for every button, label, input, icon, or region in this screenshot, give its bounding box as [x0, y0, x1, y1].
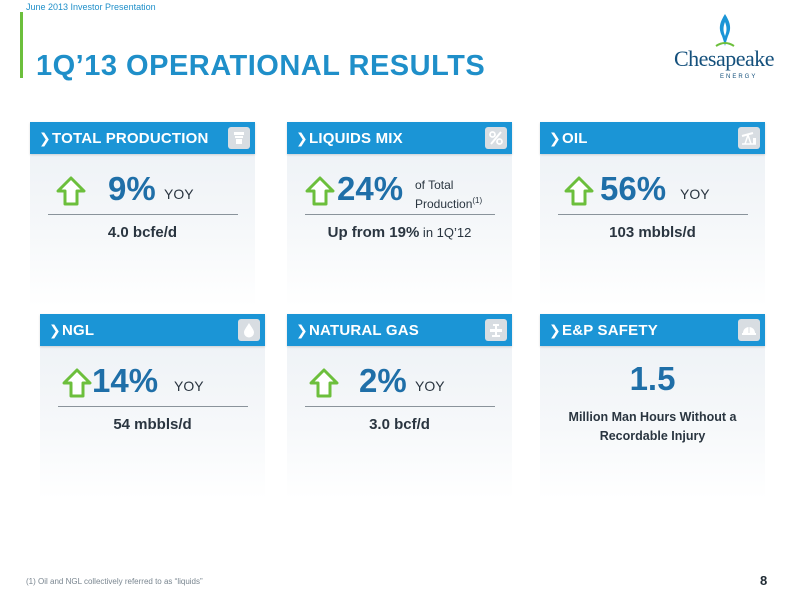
card-background: [540, 336, 765, 499]
logo-wordmark: Chesapeake: [673, 46, 775, 71]
metric-unit: YOY: [680, 186, 710, 202]
metric-unit-line1: of Total: [415, 178, 454, 192]
chevron-right-icon: ❯: [296, 322, 308, 338]
card-background: [540, 144, 765, 307]
metric-detail: 3.0 bcf/d: [369, 416, 430, 433]
card-background: [287, 144, 512, 307]
metric-detail: 4.0 bcfe/d: [107, 224, 178, 241]
metric-unit: YOY: [415, 378, 445, 394]
card-oil: ❯ OIL 56% YOY 103 mbbls/d: [540, 122, 765, 307]
card-header: ❯ NGL: [40, 314, 265, 346]
metric-value: 9%: [108, 170, 156, 207]
card-title: LIQUIDS MIX: [309, 130, 403, 147]
card-ngl: ❯ NGL 14% YOY 54 mbbls/d: [40, 314, 265, 499]
metric-value: 14%: [92, 362, 159, 399]
up-arrow-icon: [309, 368, 339, 398]
metric-detail: 103 mbbls/d: [609, 224, 696, 241]
metric-unit: YOY: [164, 186, 194, 202]
metric-value: 1.5: [629, 360, 676, 397]
card-total-production: ❯ TOTAL PRODUCTION 9% YOY 4.0 bcfe/d: [30, 122, 255, 307]
card-header: ❯ TOTAL PRODUCTION: [30, 122, 255, 154]
up-arrow-icon: [56, 176, 86, 206]
page-number: 8: [760, 573, 768, 588]
gas-burner-icon: [228, 127, 250, 149]
metric-unit: YOY: [174, 378, 204, 394]
chevron-right-icon: ❯: [49, 322, 61, 338]
card-header: ❯ LIQUIDS MIX: [287, 122, 512, 154]
gas-valve-icon: [485, 319, 507, 341]
company-logo: Chesapeake ENERGY: [664, 12, 784, 92]
footnote-ref: (1): [472, 196, 483, 205]
chevron-right-icon: ❯: [549, 322, 561, 338]
flame-logo-icon: [715, 14, 735, 47]
card-background: [287, 336, 512, 499]
card-title: NATURAL GAS: [309, 322, 419, 339]
card-natural-gas: ❯ NATURAL GAS 2% YOY 3.0 bcf/d: [287, 314, 512, 499]
metric-detail-line2: Recordable Injury: [599, 429, 706, 443]
card-header: ❯ E&P SAFETY: [540, 314, 765, 346]
metric-value: 24%: [337, 170, 404, 207]
divider: [558, 214, 748, 215]
divider: [305, 214, 495, 215]
metric-value: 56%: [600, 170, 667, 207]
chevron-right-icon: ❯: [296, 130, 308, 146]
presentation-label: June 2013 Investor Presentation: [26, 2, 156, 12]
card-liquids-mix: ❯ LIQUIDS MIX 24% of Total Production(1)…: [287, 122, 512, 307]
droplet-icon: [238, 319, 260, 341]
percent-icon: [485, 127, 507, 149]
card-title: OIL: [562, 130, 588, 147]
card-title: TOTAL PRODUCTION: [52, 130, 209, 147]
up-arrow-icon: [305, 176, 335, 206]
metric-value: 2%: [359, 362, 407, 399]
logo-subtext: ENERGY: [720, 74, 758, 80]
up-arrow-icon: [62, 368, 92, 398]
card-title: NGL: [62, 322, 95, 339]
divider: [305, 406, 495, 407]
card-header: ❯ OIL: [540, 122, 765, 154]
divider: [48, 214, 238, 215]
accent-bar: [20, 12, 23, 78]
metric-unit-line2: Production(1): [415, 196, 483, 211]
chevron-right-icon: ❯: [39, 130, 51, 146]
card-title: E&P SAFETY: [562, 322, 658, 339]
oil-pumpjack-icon: [738, 127, 760, 149]
hard-hat-icon: [738, 319, 760, 341]
footnote: (1) Oil and NGL collectively referred to…: [26, 577, 203, 586]
card-ep-safety: ❯ E&P SAFETY 1.5 Million Man Hours Witho…: [540, 314, 765, 499]
card-background: [40, 336, 265, 499]
metric-detail-line1: Million Man Hours Without a: [568, 410, 737, 424]
metric-detail: 54 mbbls/d: [113, 416, 192, 433]
page-title: 1Q’13 OPERATIONAL RESULTS: [36, 50, 486, 82]
divider: [58, 406, 248, 407]
chevron-right-icon: ❯: [549, 130, 561, 146]
up-arrow-icon: [564, 176, 594, 206]
metric-detail: Up from 19% in 1Q’12: [327, 224, 472, 241]
card-background: [30, 144, 255, 307]
card-header: ❯ NATURAL GAS: [287, 314, 512, 346]
